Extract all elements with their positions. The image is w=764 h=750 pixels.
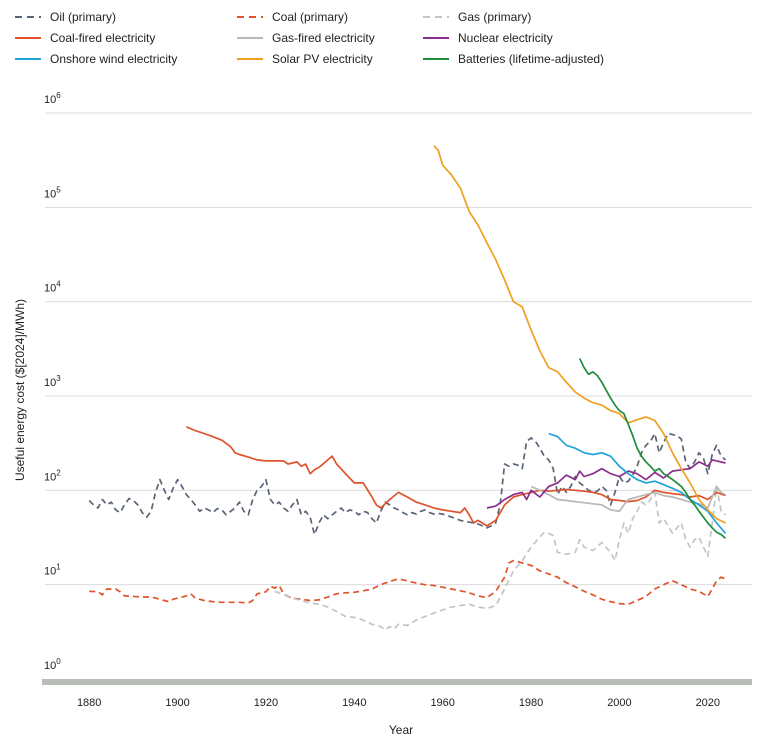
y-tick-label: 104 <box>44 280 61 295</box>
legend-swatch <box>422 33 450 43</box>
legend-swatch <box>236 33 264 43</box>
series-line <box>578 358 727 539</box>
series-line <box>486 459 726 509</box>
series-line <box>186 426 726 527</box>
y-tick-label: 105 <box>44 185 61 200</box>
x-tick-label: 1960 <box>430 697 454 709</box>
legend-item: Solar PV electricity <box>236 52 373 66</box>
y-tick-exponent: 0 <box>56 657 61 666</box>
legend-label: Gas (primary) <box>458 10 532 24</box>
x-tick-label: 1940 <box>342 697 366 709</box>
legend-item: Gas (primary) <box>422 10 531 24</box>
legend-label: Batteries (lifetime-adjusted) <box>458 52 605 66</box>
y-tick-exponent: 5 <box>56 185 61 194</box>
x-tick-label: 1900 <box>165 697 189 709</box>
series-line <box>89 559 726 606</box>
x-tick-label: 1880 <box>77 697 101 709</box>
legend-label: Coal-fired electricity <box>50 31 156 45</box>
y-tick-label: 102 <box>44 468 61 483</box>
series-line <box>548 432 727 534</box>
legend-swatch <box>14 54 42 64</box>
legend-label: Gas-fired electricity <box>272 31 375 45</box>
y-tick-exponent: 6 <box>56 91 61 100</box>
x-tick-label: 2020 <box>696 697 720 709</box>
x-tick-label: 2000 <box>607 697 631 709</box>
x-tick-labels: 1880 1900 1920 1940 1960 1980 2000 2020 <box>77 697 720 709</box>
y-axis-title: Useful energy cost ($[2024]/MWh) <box>13 299 27 481</box>
y-tick-exponent: 1 <box>56 563 61 572</box>
legend-label: Nuclear electricity <box>458 31 553 45</box>
gridlines <box>45 112 752 586</box>
x-tick-label: 1920 <box>254 697 278 709</box>
legend-swatch <box>422 12 450 22</box>
legend-swatch <box>14 33 42 43</box>
legend-item: Nuclear electricity <box>422 31 553 45</box>
y-tick-exponent: 3 <box>56 374 61 383</box>
series-line <box>88 432 727 536</box>
legend-swatch <box>422 54 450 64</box>
legend-label: Onshore wind electricity <box>50 52 178 66</box>
legend-swatch <box>236 54 264 64</box>
legend-item: Batteries (lifetime-adjusted) <box>422 52 604 66</box>
plot-lines <box>88 145 727 631</box>
series-line <box>433 145 726 524</box>
legend-swatch <box>14 12 42 22</box>
legend-item: Onshore wind electricity <box>14 52 177 66</box>
y-tick-exponent: 4 <box>56 280 61 289</box>
legend-item: Gas-fired electricity <box>236 31 375 45</box>
y-tick-label: 106 <box>44 91 61 106</box>
x-axis-bar <box>42 679 752 685</box>
legend-label: Solar PV electricity <box>272 52 373 66</box>
legend-item: Coal-fired electricity <box>14 31 155 45</box>
legend-label: Oil (primary) <box>50 10 116 24</box>
legend-swatch <box>236 12 264 22</box>
x-axis-title: Year <box>389 723 413 737</box>
series-line <box>274 485 727 631</box>
x-tick-label: 1980 <box>519 697 543 709</box>
y-tick-label: 103 <box>44 374 61 389</box>
y-tick-exponent: 2 <box>56 468 61 477</box>
y-tick-label: 101 <box>44 563 61 578</box>
legend-item: Coal (primary) <box>236 10 348 24</box>
legend: Oil (primary) Coal (primary) Gas (primary)… <box>14 10 754 80</box>
legend-label: Coal (primary) <box>272 10 349 24</box>
legend-item: Oil (primary) <box>14 10 116 24</box>
y-tick-label: 100 <box>44 657 61 672</box>
